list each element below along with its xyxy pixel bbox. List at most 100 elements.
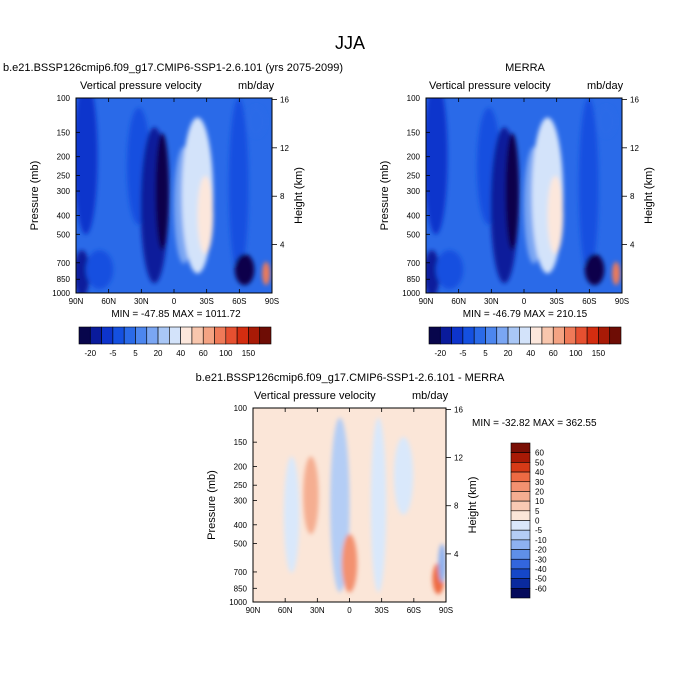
x-tick-label: 60S [582,297,596,306]
colorbar-tick-label: 60 [549,349,558,358]
colorbar-tick-label: -5 [109,349,117,358]
x-tick-label: 30S [200,297,214,306]
colorbar-tick-label: 100 [569,349,583,358]
y2-tick-label: 12 [454,454,463,463]
y2-tick-label: 16 [454,405,463,414]
field-model [76,98,272,293]
colorbar-swatch [462,326,475,345]
contour-region [612,261,621,286]
x-tick-label: 90N [246,606,261,615]
y-tick-label: 100 [57,94,71,103]
field-obs [426,98,622,293]
contour-region [155,133,170,251]
colorbar-tick-label: 50 [535,458,544,467]
colorbar-tick-label: -20 [435,349,447,358]
colorbar-swatch [586,326,599,345]
contour-region [197,176,214,254]
plot-panel-obs: 90N 60N 30N 0 30S 60S 90S 100 150 200 250 300 400 500… [379,94,655,306]
x-tick-label: 60S [407,606,421,615]
colorbar-swatch [101,326,114,345]
colorbar-tick-label: 40 [535,468,544,477]
colorbar-swatch [248,326,261,345]
y-tick-label: 200 [57,153,71,162]
y2-tick-label: 4 [630,241,635,250]
colorbar-swatch [530,326,543,345]
contour-region [76,250,90,293]
contour-region [584,254,605,286]
y-tick-label: 1000 [402,289,420,298]
contour-region [246,105,267,137]
contour-region [578,98,599,274]
contour-region [76,98,98,235]
colorbar-swatch [510,510,531,521]
y-tick-label: 850 [57,275,71,284]
colorbar-tick-label: -30 [535,555,547,564]
colorbar-swatch [510,442,531,453]
y2-tick-label: 12 [630,144,639,153]
colorbar-swatch [214,326,227,345]
colorbar-tick-label: 5 [483,349,488,358]
contour-region [303,456,319,535]
y-tick-label: 250 [407,172,421,181]
y-tick-label: 400 [407,211,421,220]
contour-region [234,254,255,286]
contour-region [435,250,464,290]
colorbar-tick-label: 150 [592,349,606,358]
contour-region [426,250,440,293]
colorbar-tick-label: 40 [176,349,185,358]
y2-axis-label: Height (km) [643,167,655,224]
colorbar-tick-label: -20 [535,546,547,555]
colorbar-swatch [78,326,91,345]
y-tick-label: 850 [234,584,248,593]
colorbar-swatch [428,326,441,345]
colorbar-swatch [609,326,622,345]
colorbar-swatch [439,326,452,345]
y2-tick-label: 8 [280,192,285,201]
y-tick-label: 100 [234,404,248,413]
colorbar-tick-label: 60 [535,449,544,458]
colorbar-model: -20 -5 5 20 40 60 100 150 [78,326,272,358]
panel-units-diff: mb/day [412,390,449,402]
y-tick-label: 150 [57,128,71,137]
colorbar-tick-label: -50 [535,575,547,584]
y-tick-label: 1000 [52,289,70,298]
colorbar-tick-label: 10 [535,497,544,506]
y-tick-label: 500 [234,540,248,549]
x-tick-label: 90N [69,297,84,306]
colorbar-tick-label: 100 [219,349,233,358]
colorbar-swatch [510,452,531,463]
colorbar-swatch [225,326,238,345]
y2-tick-label: 4 [454,550,459,559]
colorbar-tick-label: -5 [535,526,543,535]
field-diff [253,408,446,602]
page-title: JJA [334,33,365,53]
x-tick-label: 60N [101,297,116,306]
y2-tick-label: 16 [630,95,639,104]
colorbar-swatch [510,588,531,599]
colorbar-swatch [123,326,136,345]
x-tick-label: 30N [310,606,325,615]
contour-region [370,417,387,593]
y-tick-label: 200 [234,462,248,471]
colorbar-tick-label: 20 [504,349,513,358]
colorbar-swatch [473,326,486,345]
colorbar-tick-label: -40 [535,565,547,574]
y-tick-label: 150 [234,438,248,447]
panel-label-diff: Vertical pressure velocity [254,390,376,402]
x-tick-label: 90S [265,297,279,306]
colorbar-swatch [510,539,531,550]
y-tick-label: 400 [234,521,248,530]
colorbar-swatch [146,326,159,345]
stats-diff: MIN = -32.82 MAX = 362.55 [472,418,597,429]
y2-tick-label: 8 [630,192,635,201]
y-tick-label: 700 [57,259,71,268]
colorbar-tick-label: 0 [535,517,540,526]
contour-region [341,534,358,593]
y2-tick-label: 16 [280,95,289,104]
colorbar-swatch [259,326,272,345]
x-tick-label: 30S [375,606,389,615]
y-tick-label: 150 [407,128,421,137]
colorbar-swatch [180,326,193,345]
contour-region [262,261,271,286]
